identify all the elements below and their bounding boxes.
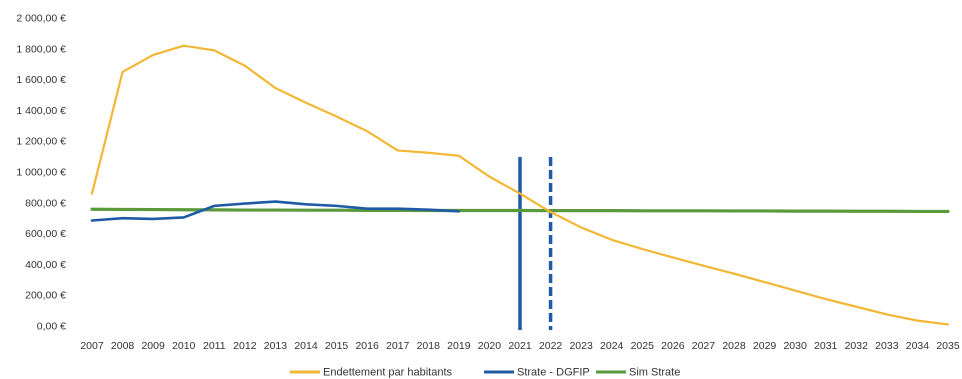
x-tick-label: 2017 [386,340,410,352]
x-tick-label: 2019 [447,340,471,352]
x-tick-label: 2007 [80,340,104,352]
series-line-1 [90,44,950,326]
y-tick-label: 600,00 € [25,228,66,240]
x-tick-label: 2025 [631,340,655,352]
y-tick-label: 1 400,00 € [16,105,66,117]
x-tick-label: 2033 [875,340,899,352]
x-tick-label: 2030 [783,340,807,352]
y-tick-label: 1 600,00 € [16,74,66,86]
x-tick-label: 2018 [417,340,441,352]
y-tick-label: 1 000,00 € [16,167,66,179]
vertical-markers [518,157,553,330]
x-tick-label: 2020 [478,340,502,352]
x-tick-label: 2028 [722,340,746,352]
y-tick-label: 200,00 € [25,290,66,302]
y-axis-tick-labels: 0,00 € 200,00 € 400,00 € 600,00 € 800,00 € 1 … [16,13,66,333]
y-tick-label: 800,00 € [25,197,66,209]
legend-label: Sim Strate [629,367,680,379]
x-tick-label: 2014 [294,340,318,352]
series-line-2 [90,200,461,222]
series-line-3 [90,207,950,214]
y-tick-label: 1 800,00 € [16,43,66,55]
x-tick-label: 2021 [508,340,532,352]
x-tick-label: 2009 [141,340,165,352]
y-tick-label: 1 200,00 € [16,136,66,148]
x-tick-label: 2032 [845,340,869,352]
x-tick-label: 2035 [936,340,960,352]
x-axis-tick-labels: 2007 2008 2009 2010 2011 2012 2013 2014 2015 2016… [80,340,960,352]
x-tick-label: 2029 [753,340,777,352]
x-tick-label: 2031 [814,340,838,352]
x-tick-label: 2022 [539,340,563,352]
y-tick-label: 0,00 € [37,321,66,333]
legend-label: Strate - DGFIP [517,367,590,379]
x-tick-label: 2024 [600,340,624,352]
x-tick-label: 2012 [233,340,257,352]
x-tick-label: 2034 [906,340,930,352]
x-tick-label: 2023 [569,340,593,352]
x-tick-label: 2016 [355,340,379,352]
legend: Endettement par habitants Strate - DGFIP S… [290,367,680,379]
y-tick-label: 2 000,00 € [16,13,66,25]
x-tick-label: 2010 [172,340,196,352]
x-tick-label: 2015 [325,340,349,352]
x-tick-label: 2013 [264,340,288,352]
x-tick-label: 2027 [692,340,716,352]
legend-label: Endettement par habitants [323,367,453,379]
y-tick-label: 400,00 € [25,259,66,271]
x-tick-label: 2008 [111,340,135,352]
x-tick-label: 2011 [203,340,226,352]
series-lines [90,44,950,326]
x-tick-label: 2026 [661,340,685,352]
